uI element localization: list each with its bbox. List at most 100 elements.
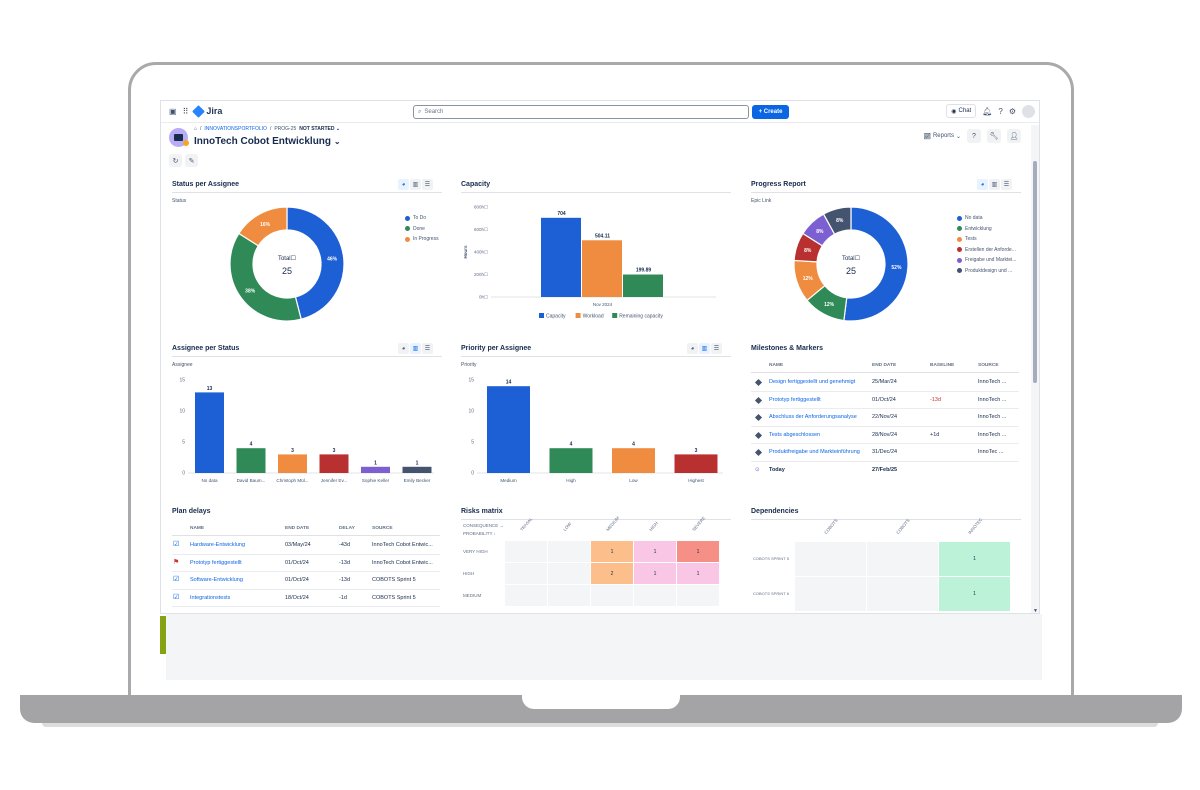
dependency-cell[interactable]: 1 xyxy=(939,577,1010,611)
sidebar-toggle-icon[interactable]: ▣ xyxy=(169,106,177,116)
pie-view-icon[interactable]: ◕ xyxy=(398,343,409,354)
donut-slice[interactable] xyxy=(238,206,288,247)
table-row[interactable]: Prototyp fertiggestellt 01/Oct/24 -13d Inno… xyxy=(751,392,1019,410)
column-header[interactable]: END DATE xyxy=(285,526,310,531)
dependency-cell[interactable] xyxy=(867,542,938,576)
donut-slice[interactable] xyxy=(822,206,852,236)
home-icon[interactable]: ⌂ xyxy=(194,126,198,132)
jira-logo[interactable]: Jira xyxy=(192,104,222,118)
milestone-name[interactable]: Produktfreigabe und Markteinführung xyxy=(769,449,860,456)
delay-item-name[interactable]: Hardware-Entwicklung xyxy=(190,542,246,548)
dependency-cell[interactable] xyxy=(795,577,866,611)
table-row[interactable]: ☑ Hardware-Entwicklung 03/May/24 -43d InnoTe… xyxy=(172,537,440,555)
create-button[interactable]: + Create xyxy=(752,105,789,119)
donut-slice[interactable] xyxy=(843,206,909,322)
risk-cell[interactable] xyxy=(634,585,676,606)
capacity-bar[interactable] xyxy=(541,217,581,297)
legend-item[interactable]: Entwicklung xyxy=(957,224,1016,235)
scroll-thumb[interactable] xyxy=(1033,161,1037,383)
edit-icon[interactable]: ✎ xyxy=(185,154,198,167)
risk-cell[interactable] xyxy=(505,563,547,584)
bar[interactable] xyxy=(319,454,349,473)
help-button[interactable]: ? xyxy=(967,129,981,143)
legend-item[interactable]: Tests xyxy=(957,234,1016,245)
bar-view-icon[interactable]: ▥ xyxy=(989,179,1000,190)
reports-button[interactable]: 📈︎ Reports ⌄ xyxy=(923,133,961,140)
legend-item[interactable]: Done xyxy=(405,224,439,235)
column-header[interactable]: SOURCE xyxy=(978,363,999,368)
breadcrumb-key[interactable]: PROG-25 xyxy=(274,126,297,132)
risk-cell[interactable] xyxy=(591,585,633,606)
dependency-cell[interactable]: 1 xyxy=(939,542,1010,576)
milestone-name[interactable]: Prototyp fertiggestellt xyxy=(769,396,821,403)
status-dropdown[interactable]: NOT STARTED ⌄ xyxy=(299,126,340,132)
risk-cell[interactable] xyxy=(548,541,590,562)
donut-slice[interactable] xyxy=(286,206,345,320)
milestone-name[interactable]: Abschluss der Anforderungsanalyse xyxy=(769,414,857,421)
column-header[interactable]: SOURCE xyxy=(372,526,393,531)
delay-item-name[interactable]: Prototyp fertiggestellt xyxy=(190,559,242,566)
scrollbar[interactable]: ▼ xyxy=(1031,125,1039,614)
table-row[interactable]: Design fertiggestellt und genehmigt 25/Ma… xyxy=(751,374,1019,392)
delay-item-name[interactable]: Integrationstests xyxy=(190,594,231,601)
legend-item[interactable]: Freigabe und Marktei... xyxy=(957,255,1016,266)
legend-item[interactable]: In Progress xyxy=(405,234,439,245)
milestone-name[interactable]: Design fertiggestellt und genehmigt xyxy=(769,379,856,385)
risk-cell[interactable] xyxy=(677,585,719,606)
milestone-name[interactable]: Tests abgeschlossen xyxy=(769,431,821,438)
column-header[interactable]: END DATE xyxy=(872,363,897,368)
table-row[interactable]: Abschluss der Anforderungsanalyse 22/Nov/… xyxy=(751,409,1019,427)
risk-cell[interactable] xyxy=(505,541,547,562)
bar[interactable] xyxy=(236,448,266,473)
page-title[interactable]: InnoTech Cobot Entwicklung ⌄ xyxy=(194,136,341,147)
pie-view-icon[interactable]: ◕ xyxy=(687,343,698,354)
bar[interactable] xyxy=(487,386,530,473)
bar[interactable] xyxy=(612,448,655,473)
dependency-cell[interactable] xyxy=(867,577,938,611)
gear-icon[interactable]: ⚙ xyxy=(1008,106,1016,116)
list-view-icon[interactable]: ☰ xyxy=(422,179,433,190)
search-input[interactable]: ⌕ Search xyxy=(413,105,749,119)
list-view-icon[interactable]: ☰ xyxy=(1001,179,1012,190)
bar[interactable] xyxy=(549,448,593,473)
risk-cell[interactable]: 1 xyxy=(591,541,633,562)
bar[interactable] xyxy=(195,392,224,473)
capacity-bar[interactable] xyxy=(582,240,622,297)
person-icon[interactable]: 👤︎ xyxy=(1007,129,1021,143)
bell-icon[interactable]: 🔔︎ xyxy=(982,106,993,116)
delay-item-name[interactable]: Software-Entwicklung xyxy=(190,577,243,584)
donut-slice[interactable] xyxy=(229,232,302,322)
list-view-icon[interactable]: ☰ xyxy=(422,343,433,354)
risk-cell[interactable] xyxy=(548,563,590,584)
help-icon[interactable]: ? xyxy=(998,106,1003,116)
column-header[interactable]: BASELINE xyxy=(930,363,955,368)
bar-view-icon[interactable]: ▥ xyxy=(410,343,421,354)
legend-item[interactable]: To Do xyxy=(405,213,439,224)
app-switcher-icon[interactable]: ⠿ xyxy=(182,106,189,116)
scroll-down-icon[interactable]: ▼ xyxy=(1033,608,1038,614)
column-header[interactable]: NAME xyxy=(190,526,205,531)
breadcrumb-portfolio[interactable]: INNOVATIONSPORTFOLIO xyxy=(204,126,267,132)
table-row[interactable]: ☑ Software-Entwicklung 01/Oct/24 -13d COBOTS… xyxy=(172,572,440,590)
column-header[interactable]: DELAY xyxy=(339,526,355,531)
bar-view-icon[interactable]: ▥ xyxy=(410,179,421,190)
list-view-icon[interactable]: ☰ xyxy=(711,343,722,354)
capacity-bar[interactable] xyxy=(623,274,663,297)
risk-cell[interactable]: 2 xyxy=(591,563,633,584)
risk-cell[interactable]: 1 xyxy=(677,541,719,562)
user-avatar[interactable] xyxy=(1022,104,1035,118)
pie-view-icon[interactable]: ◕ xyxy=(977,179,988,190)
bar[interactable] xyxy=(361,466,390,473)
table-row[interactable]: Produktfreigabe und Markteinführung 31/De… xyxy=(751,444,1019,462)
legend-item[interactable]: No data xyxy=(957,213,1016,224)
table-row[interactable]: Tests abgeschlossen 28/Nov/24 +1d InnoTech … xyxy=(751,427,1019,445)
risk-cell[interactable]: 1 xyxy=(634,541,676,562)
risk-cell[interactable]: 1 xyxy=(634,563,676,584)
bar[interactable] xyxy=(402,466,432,473)
risk-cell[interactable] xyxy=(505,585,547,606)
table-row[interactable]: ⚑ Prototyp fertiggestellt 01/Oct/24 -13d Inn… xyxy=(172,555,440,573)
table-row[interactable]: ☑ Integrationstests 18/Oct/24 -1d COBOTS Spr… xyxy=(172,590,440,608)
risk-cell[interactable]: 1 xyxy=(677,563,719,584)
star-icon[interactable] xyxy=(183,140,189,146)
legend-item[interactable]: Produktdesign und ... xyxy=(957,266,1016,277)
